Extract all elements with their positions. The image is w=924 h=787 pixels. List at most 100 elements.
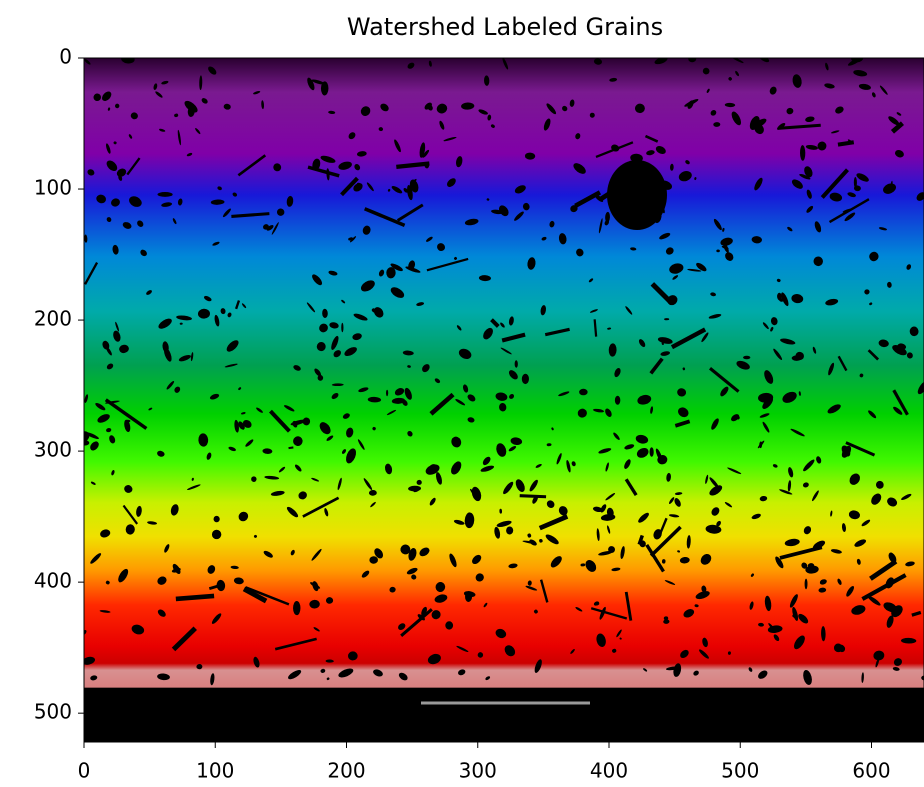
grain-boundary: [804, 578, 808, 590]
grain-boundary: [373, 669, 383, 677]
grain-boundary: [706, 88, 710, 93]
grain-boundary: [325, 597, 334, 604]
grain-boundary: [892, 389, 909, 416]
grain-boundary: [358, 387, 369, 393]
grain-boundary: [119, 344, 129, 354]
grain-boundary: [549, 220, 555, 228]
grain-boundary: [475, 573, 484, 582]
grain-boundary: [869, 251, 879, 262]
grain-boundary: [514, 211, 524, 221]
grain-boundary: [527, 580, 532, 586]
grain-boundary: [464, 218, 479, 226]
grain-boundary: [873, 650, 885, 661]
grain-boundary: [486, 198, 490, 201]
grain-boundary: [90, 481, 96, 485]
grain-boundary: [312, 274, 323, 286]
grain-boundary: [878, 227, 888, 231]
grain-boundary: [546, 500, 555, 509]
grain-boundary: [434, 378, 441, 384]
grain-boundary: [735, 70, 740, 77]
grain-boundary: [758, 622, 764, 627]
grain-boundary: [389, 586, 396, 593]
grain-boundary: [893, 406, 903, 415]
grain-boundary: [176, 315, 192, 321]
grain-boundary: [396, 161, 430, 169]
grain-boundary: [871, 92, 876, 98]
grain-boundary: [348, 132, 356, 140]
grain-boundary: [546, 103, 557, 115]
grain-boundary: [723, 242, 729, 253]
grain-boundary: [256, 407, 263, 413]
grain-boundary: [661, 559, 666, 564]
grain-boundary: [806, 205, 814, 213]
grain-boundary: [212, 241, 220, 246]
grain-boundary: [157, 609, 166, 617]
grain-boundary: [604, 219, 610, 226]
grain-boundary: [779, 489, 793, 495]
grain-boundary: [579, 388, 588, 396]
grain-boundary: [782, 391, 797, 403]
grain-boundary: [605, 211, 610, 223]
grain-boundary: [87, 169, 95, 176]
grain-boundary: [679, 557, 690, 564]
grain-boundary: [320, 668, 326, 673]
grain-boundary: [736, 360, 750, 370]
grain-boundary: [577, 408, 587, 418]
grain-boundary: [764, 370, 774, 384]
grain-boundary: [501, 332, 526, 343]
grain-boundary: [558, 233, 567, 245]
grain-boundary: [402, 399, 408, 406]
grain-boundary: [213, 515, 220, 523]
grain-boundary: [385, 389, 389, 397]
grain-boundary: [593, 319, 598, 337]
grain-boundary: [791, 179, 803, 189]
grain-boundary: [175, 593, 215, 602]
grain-boundary: [708, 313, 722, 319]
grain-boundary: [729, 58, 744, 64]
grain-boundary: [800, 145, 806, 161]
grain-boundary: [136, 505, 142, 517]
grain-boundary: [906, 264, 912, 270]
grain-boundary: [338, 161, 352, 170]
grain-boundary: [316, 342, 326, 352]
grain-boundary: [728, 77, 732, 81]
grain-boundary: [341, 322, 344, 333]
grain-boundary: [409, 179, 419, 193]
grain-boundary: [804, 166, 813, 178]
grain-boundary: [456, 325, 462, 331]
y-tick-label: 400: [34, 569, 72, 593]
grain-boundary: [495, 628, 507, 639]
grain-boundary: [241, 303, 247, 309]
grain-boundary: [400, 544, 411, 555]
grain-boundary: [861, 672, 864, 683]
grain-boundary: [540, 305, 546, 316]
grain-boundary: [454, 256, 457, 260]
grain-boundary: [84, 394, 89, 403]
grain-boundary: [207, 565, 216, 574]
grain-boundary: [118, 568, 129, 583]
grain-boundary: [837, 355, 848, 372]
grain-boundary: [674, 492, 683, 496]
grain-boundary: [214, 314, 220, 327]
grain-boundary: [326, 677, 330, 681]
grain-boundary: [107, 107, 111, 111]
grain-boundary: [541, 236, 547, 241]
grain-boundary: [140, 249, 147, 257]
grain-boundary: [911, 610, 922, 617]
grain-boundary: [905, 561, 915, 567]
grain-boundary: [754, 123, 764, 135]
grain-boundary: [879, 85, 888, 95]
grain-boundary: [596, 528, 600, 542]
grain-boundary: [419, 547, 430, 557]
grain-boundary: [663, 616, 669, 621]
grain-boundary: [349, 236, 357, 243]
grain-boundary: [773, 634, 780, 642]
grain-boundary: [696, 262, 707, 272]
grain-boundary: [262, 448, 273, 454]
grain-boundary: [157, 450, 165, 457]
grain-boundary: [694, 177, 697, 181]
grain-boundary: [495, 392, 508, 401]
grain-boundary: [106, 428, 112, 433]
grain-boundary: [352, 333, 362, 341]
grain-boundary: [90, 441, 99, 451]
